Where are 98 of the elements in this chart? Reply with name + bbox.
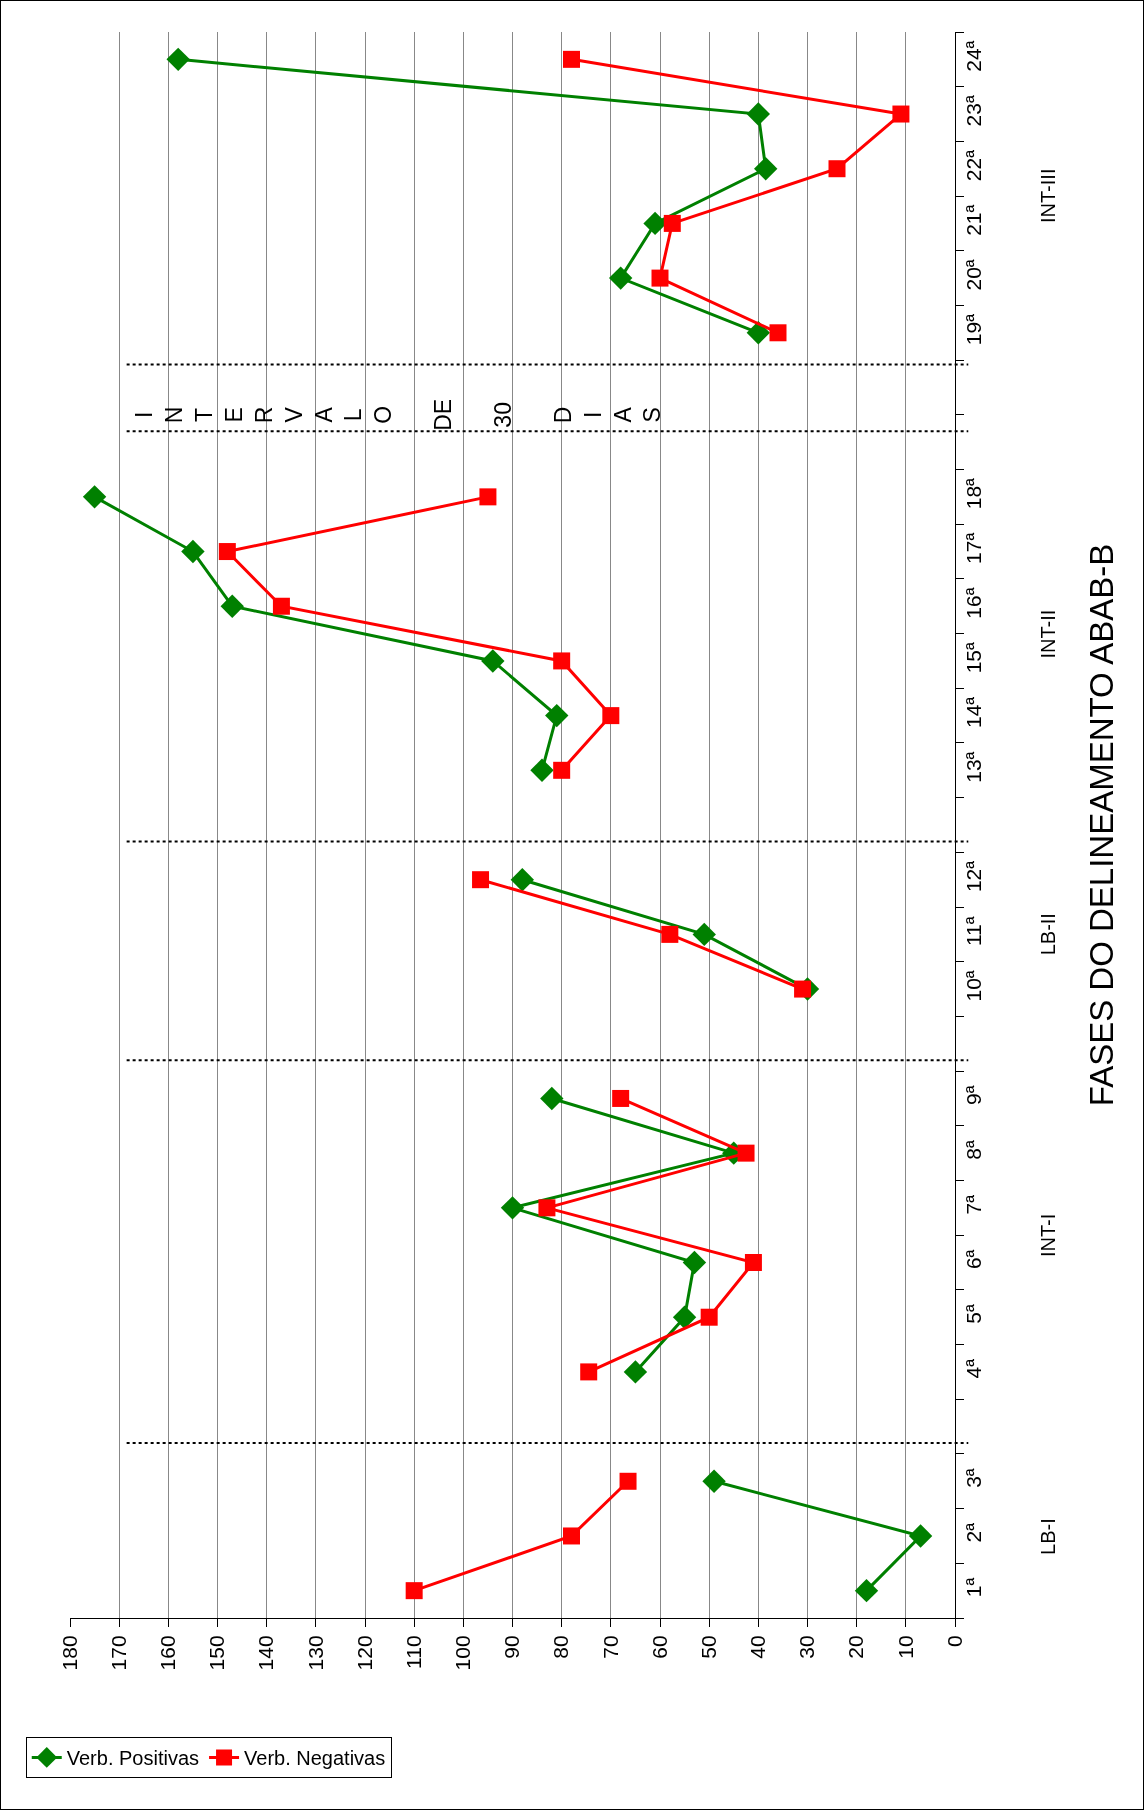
point [692, 922, 716, 947]
point [405, 1582, 423, 1600]
point [510, 867, 535, 892]
point [754, 157, 778, 181]
x-tick-label: 50 [696, 1635, 720, 1659]
point [661, 925, 679, 943]
point [702, 1469, 726, 1493]
x-tick-label: 70 [598, 1635, 622, 1659]
point [481, 649, 505, 673]
y-tick-label: 24ª [962, 40, 986, 72]
point [892, 105, 910, 123]
point [218, 543, 236, 561]
legend-label: Verb. Positivas [66, 1747, 200, 1770]
point [538, 1199, 556, 1217]
text: INT-I [1036, 1213, 1059, 1258]
x-tick-label: 90 [500, 1635, 524, 1659]
y-tick-label: 15ª [962, 641, 986, 674]
point [608, 266, 633, 290]
x-tick-label: 80 [549, 1635, 573, 1659]
point [563, 50, 580, 68]
y-tick-label: 13ª [962, 751, 986, 783]
legend-label: Verb. Negativas [244, 1747, 386, 1770]
point [651, 269, 669, 287]
point [623, 1360, 648, 1384]
point [746, 321, 771, 345]
point [479, 488, 497, 506]
x-tick-label: 140 [254, 1635, 278, 1671]
point [744, 1254, 762, 1272]
y-tick-label: 20ª [962, 259, 986, 291]
y-tick-label: 17ª [962, 532, 986, 564]
point [672, 1305, 697, 1329]
text: LB-II [1036, 913, 1059, 956]
point [643, 211, 667, 236]
point [612, 1089, 630, 1107]
y-tick-label: 10ª [962, 970, 986, 1002]
point [472, 871, 490, 889]
x-tick-label: 150 [205, 1635, 229, 1671]
x-tick-label: 160 [156, 1635, 180, 1671]
point [682, 1250, 707, 1275]
point [700, 1308, 718, 1326]
point [854, 1578, 879, 1603]
point [545, 703, 569, 728]
y-tick-label: 8ª [962, 1140, 986, 1160]
y-tick-label: 7ª [962, 1194, 986, 1215]
point [181, 539, 205, 564]
x-tick-label: 110 [402, 1635, 425, 1669]
point [553, 761, 571, 779]
x-tick-label: 0 [942, 1635, 966, 1648]
text: LB-I [1036, 1518, 1059, 1555]
y-tick-label: 5ª [962, 1304, 986, 1324]
y-tick-label: 1ª [962, 1577, 986, 1598]
y-tick-label: 4ª [962, 1358, 986, 1379]
text: INTERVALO DE 30 DIAS [131, 398, 666, 431]
y-tick-label: 3ª [962, 1468, 986, 1488]
x-tick-label: 100 [451, 1635, 475, 1671]
point [619, 1472, 637, 1490]
y-tick-label: 11ª [962, 916, 986, 947]
y-tick-label: 21ª [962, 204, 986, 236]
point [563, 1527, 580, 1545]
y-tick-label: 12ª [962, 860, 986, 893]
point [580, 1363, 598, 1381]
y-tick-label: 9ª [962, 1085, 986, 1106]
text: INT-III [1036, 168, 1059, 223]
y-tick-label: 22ª [962, 149, 986, 182]
x-tick-label: 60 [647, 1635, 671, 1659]
point [737, 1144, 755, 1162]
point [166, 47, 190, 72]
y-tick-label: 6ª [962, 1249, 986, 1270]
y-tick-label: 23ª [962, 95, 986, 127]
y-tick-label: 18ª [962, 477, 986, 510]
point [500, 1196, 525, 1220]
point [82, 485, 107, 509]
point [908, 1524, 933, 1548]
x-tick-label: 120 [352, 1635, 376, 1671]
point [220, 594, 244, 618]
point [272, 597, 290, 615]
x-tick-label: 130 [303, 1635, 327, 1671]
x-tick-label: 30 [795, 1635, 819, 1659]
y-tick-label: 2ª [962, 1522, 986, 1543]
x-tick-label: 40 [746, 1635, 770, 1659]
y-axis-title: FASES DO DELINEAMENTO ABAB-B [1082, 543, 1120, 1107]
y-tick-label: 16ª [962, 587, 986, 619]
point [769, 324, 787, 342]
text: INT-II [1037, 609, 1060, 659]
point [540, 1086, 564, 1111]
x-tick-label: 170 [106, 1635, 130, 1671]
point [663, 214, 681, 232]
x-tick-label: 10 [893, 1635, 917, 1659]
y-tick-label: 19ª [962, 313, 986, 346]
point [602, 707, 620, 725]
point [794, 980, 812, 998]
y-tick-label: 14ª [962, 696, 986, 729]
point [746, 102, 771, 126]
x-tick-label: 20 [844, 1635, 868, 1659]
point [530, 758, 554, 783]
x-tick-label: 180 [57, 1635, 81, 1671]
point [553, 652, 571, 670]
point [828, 160, 846, 178]
